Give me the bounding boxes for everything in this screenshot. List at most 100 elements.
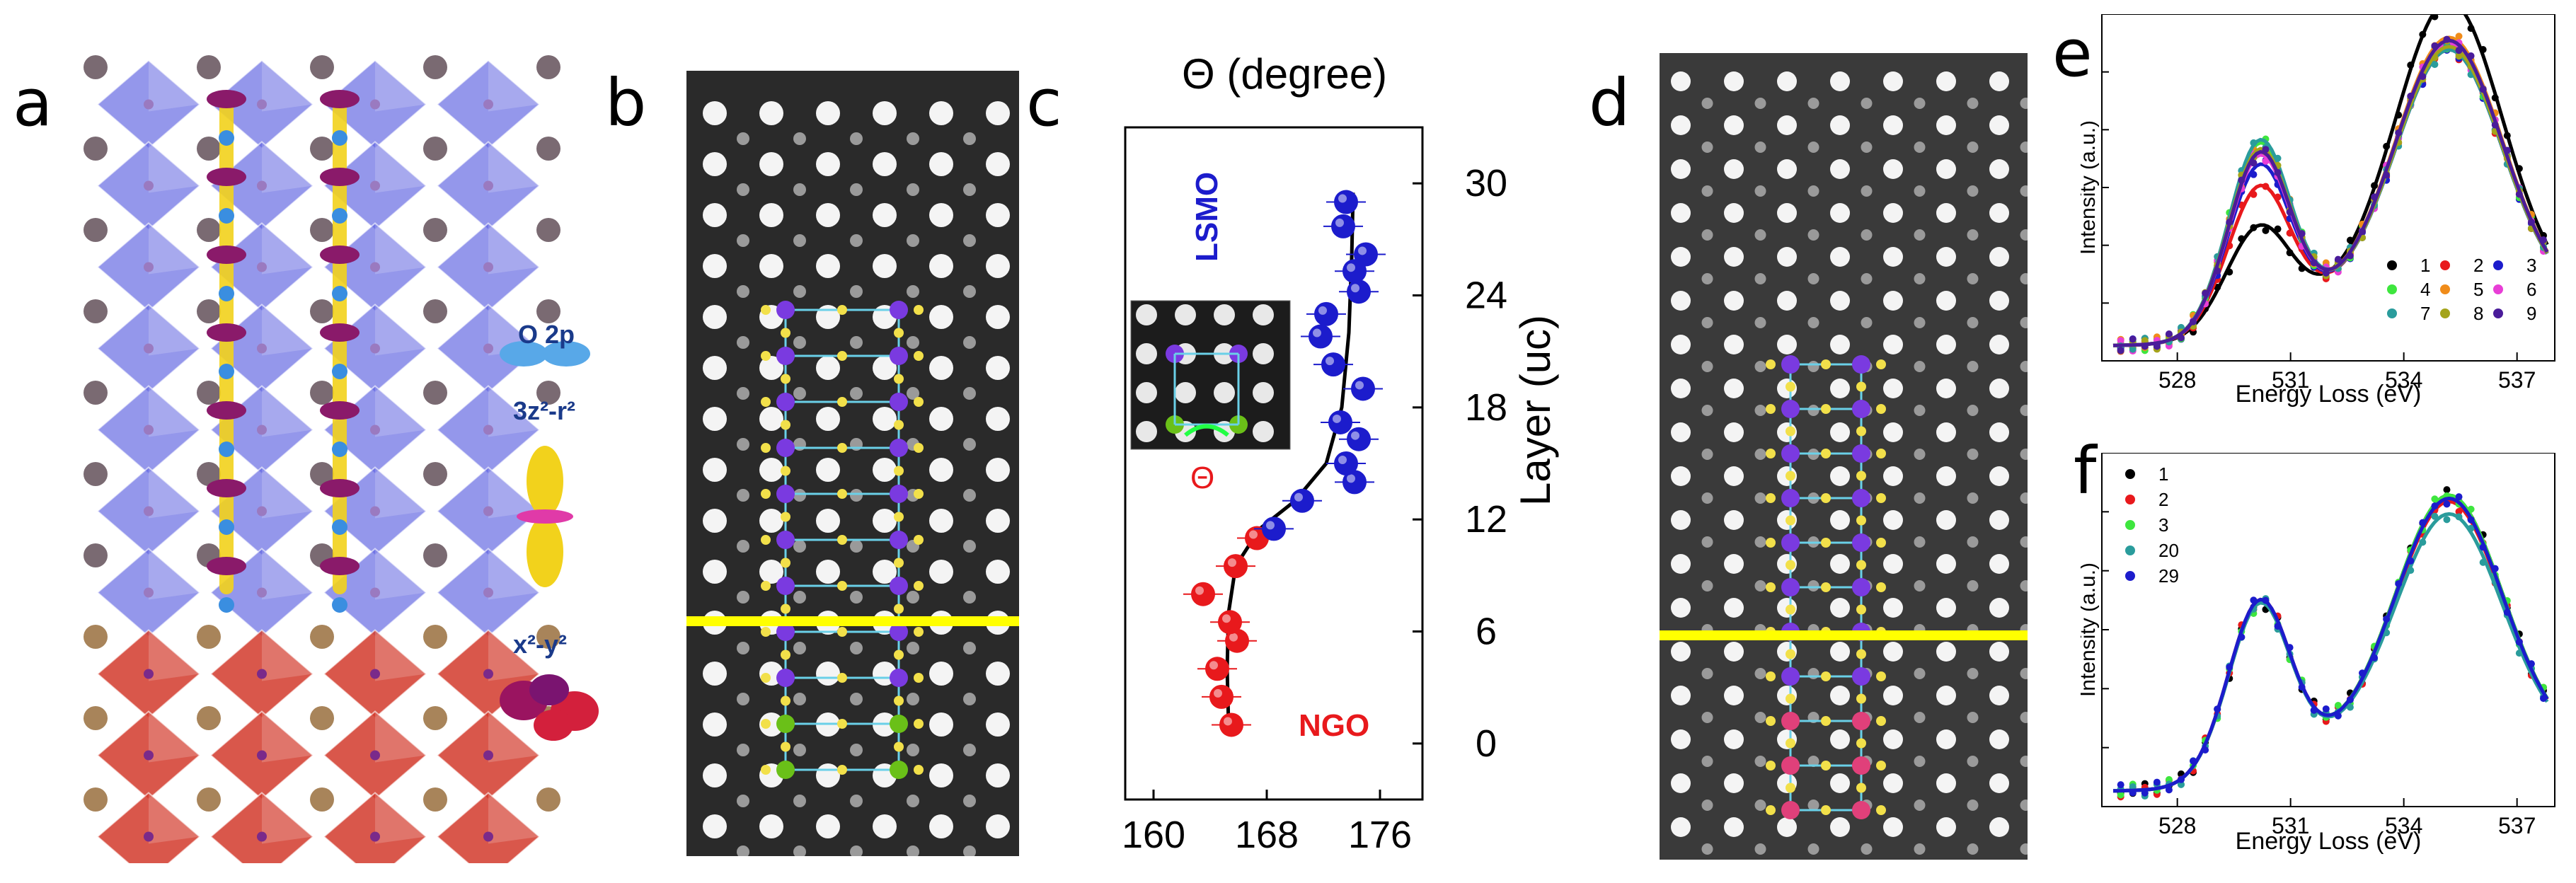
spectrum-point xyxy=(2129,345,2137,353)
spectrum-point xyxy=(2455,47,2463,54)
oxygen-marker xyxy=(914,305,924,315)
atom-column xyxy=(929,763,953,787)
octahedron-facet xyxy=(262,304,313,356)
dx2y2-orbital xyxy=(320,323,360,342)
oxygen-marker xyxy=(1786,604,1795,615)
chart-c-frame xyxy=(1124,126,1424,801)
atom-column xyxy=(1671,203,1691,223)
atom-column xyxy=(1989,773,2009,793)
atom-column xyxy=(1671,291,1691,311)
atom-column-minor xyxy=(963,387,976,400)
oxygen-marker xyxy=(781,328,790,338)
atom-column-minor xyxy=(2020,317,2028,328)
atom-column-minor xyxy=(963,591,976,604)
spectrum-point xyxy=(2202,746,2209,754)
a-site-atom xyxy=(310,787,334,812)
atom-column xyxy=(759,203,783,227)
atom-column xyxy=(1989,335,2009,354)
spectrum-point xyxy=(2467,524,2475,532)
octahedron-facet xyxy=(262,630,313,681)
b-site-atom xyxy=(257,750,267,761)
oxygen-marker xyxy=(781,374,790,384)
stem-image-b xyxy=(686,71,1019,856)
atom-column-minor xyxy=(2020,361,2028,372)
atom-column-minor xyxy=(793,387,806,400)
spectrum-point xyxy=(2141,337,2149,345)
spectrum-point xyxy=(2527,660,2535,668)
a-site-atom xyxy=(310,137,334,161)
spectrum-point xyxy=(2250,190,2258,198)
oxygen-marker xyxy=(1766,493,1776,503)
a-site-atom xyxy=(84,625,108,649)
o2p-orbital xyxy=(332,286,347,301)
octahedron-facet xyxy=(488,467,539,519)
atom-column-minor xyxy=(1967,800,1979,811)
octahedron-facet xyxy=(149,711,200,763)
atom-column-minor xyxy=(850,846,863,856)
atom-column xyxy=(1989,203,2009,223)
atom-column xyxy=(1883,817,1903,837)
octahedron-facet xyxy=(375,223,426,275)
oxygen-marker xyxy=(1786,560,1795,570)
atom-column-minor xyxy=(737,387,749,400)
oxygen-marker xyxy=(1786,738,1795,749)
atom-column xyxy=(1777,203,1797,223)
octahedron-facet xyxy=(488,792,539,844)
oxygen-marker xyxy=(1821,404,1831,414)
ngo-label: NGO xyxy=(1299,708,1369,743)
atom-column xyxy=(1830,159,1850,179)
atom-column-minor xyxy=(1701,405,1713,416)
a-site-atom xyxy=(197,218,221,242)
b-site-atom xyxy=(370,669,380,679)
spectrum-point xyxy=(2286,249,2294,257)
atom-column-minor xyxy=(793,693,806,705)
spectrum-xtick-label: 531 xyxy=(2272,813,2309,838)
dx2y2-orbital xyxy=(207,168,246,186)
legend-marker xyxy=(2125,469,2135,479)
atom-column-minor xyxy=(1701,668,1713,679)
atom-column xyxy=(1989,642,2009,662)
atom-column xyxy=(873,254,897,278)
orbital-chain xyxy=(219,99,234,594)
spectrum-point xyxy=(2431,42,2439,50)
b-site-atom xyxy=(257,425,267,435)
atom-column xyxy=(1724,554,1744,574)
oxygen-marker xyxy=(761,627,771,637)
oxygen-marker xyxy=(1786,693,1795,704)
atom-column xyxy=(1936,773,1956,793)
oxygen-marker xyxy=(761,581,771,591)
spectrum-point xyxy=(2419,30,2427,38)
a-site-atom xyxy=(423,381,447,405)
spectrum-point xyxy=(2443,500,2451,508)
dx2y2-orbital xyxy=(207,323,246,342)
atom-column xyxy=(1989,686,2009,705)
atom-column-minor xyxy=(1807,317,1819,328)
atom-column-minor xyxy=(2020,142,2028,153)
legend-marker xyxy=(2125,546,2135,555)
atom-column xyxy=(1989,159,2009,179)
atom-column xyxy=(1989,817,2009,837)
spectrum-point xyxy=(2515,638,2523,646)
atom-column-minor xyxy=(963,642,976,654)
spectrum-xtick-label: 537 xyxy=(2498,367,2536,393)
atom-column xyxy=(1777,159,1797,179)
spectrum-point xyxy=(2383,615,2391,623)
spectrum-point xyxy=(2141,342,2149,350)
b-site-marker xyxy=(1852,578,1870,596)
spectrum-point xyxy=(2431,54,2439,62)
atom-column xyxy=(703,356,727,380)
atom-column xyxy=(1777,291,1797,311)
atom-column-minor xyxy=(2020,492,2028,504)
atom-column xyxy=(1936,159,1956,179)
o2p-orbital xyxy=(219,130,234,146)
oxygen-marker xyxy=(837,535,847,545)
octahedron-facet xyxy=(149,386,200,437)
atom-column xyxy=(1989,554,2009,574)
atom-column xyxy=(873,101,897,125)
atom-column xyxy=(1830,773,1850,793)
atom-column-minor xyxy=(1807,229,1819,241)
spectrum-point xyxy=(2274,225,2282,233)
spectrum-point xyxy=(2479,558,2487,566)
atom-column-minor xyxy=(850,336,863,349)
a-site-atom xyxy=(423,543,447,567)
